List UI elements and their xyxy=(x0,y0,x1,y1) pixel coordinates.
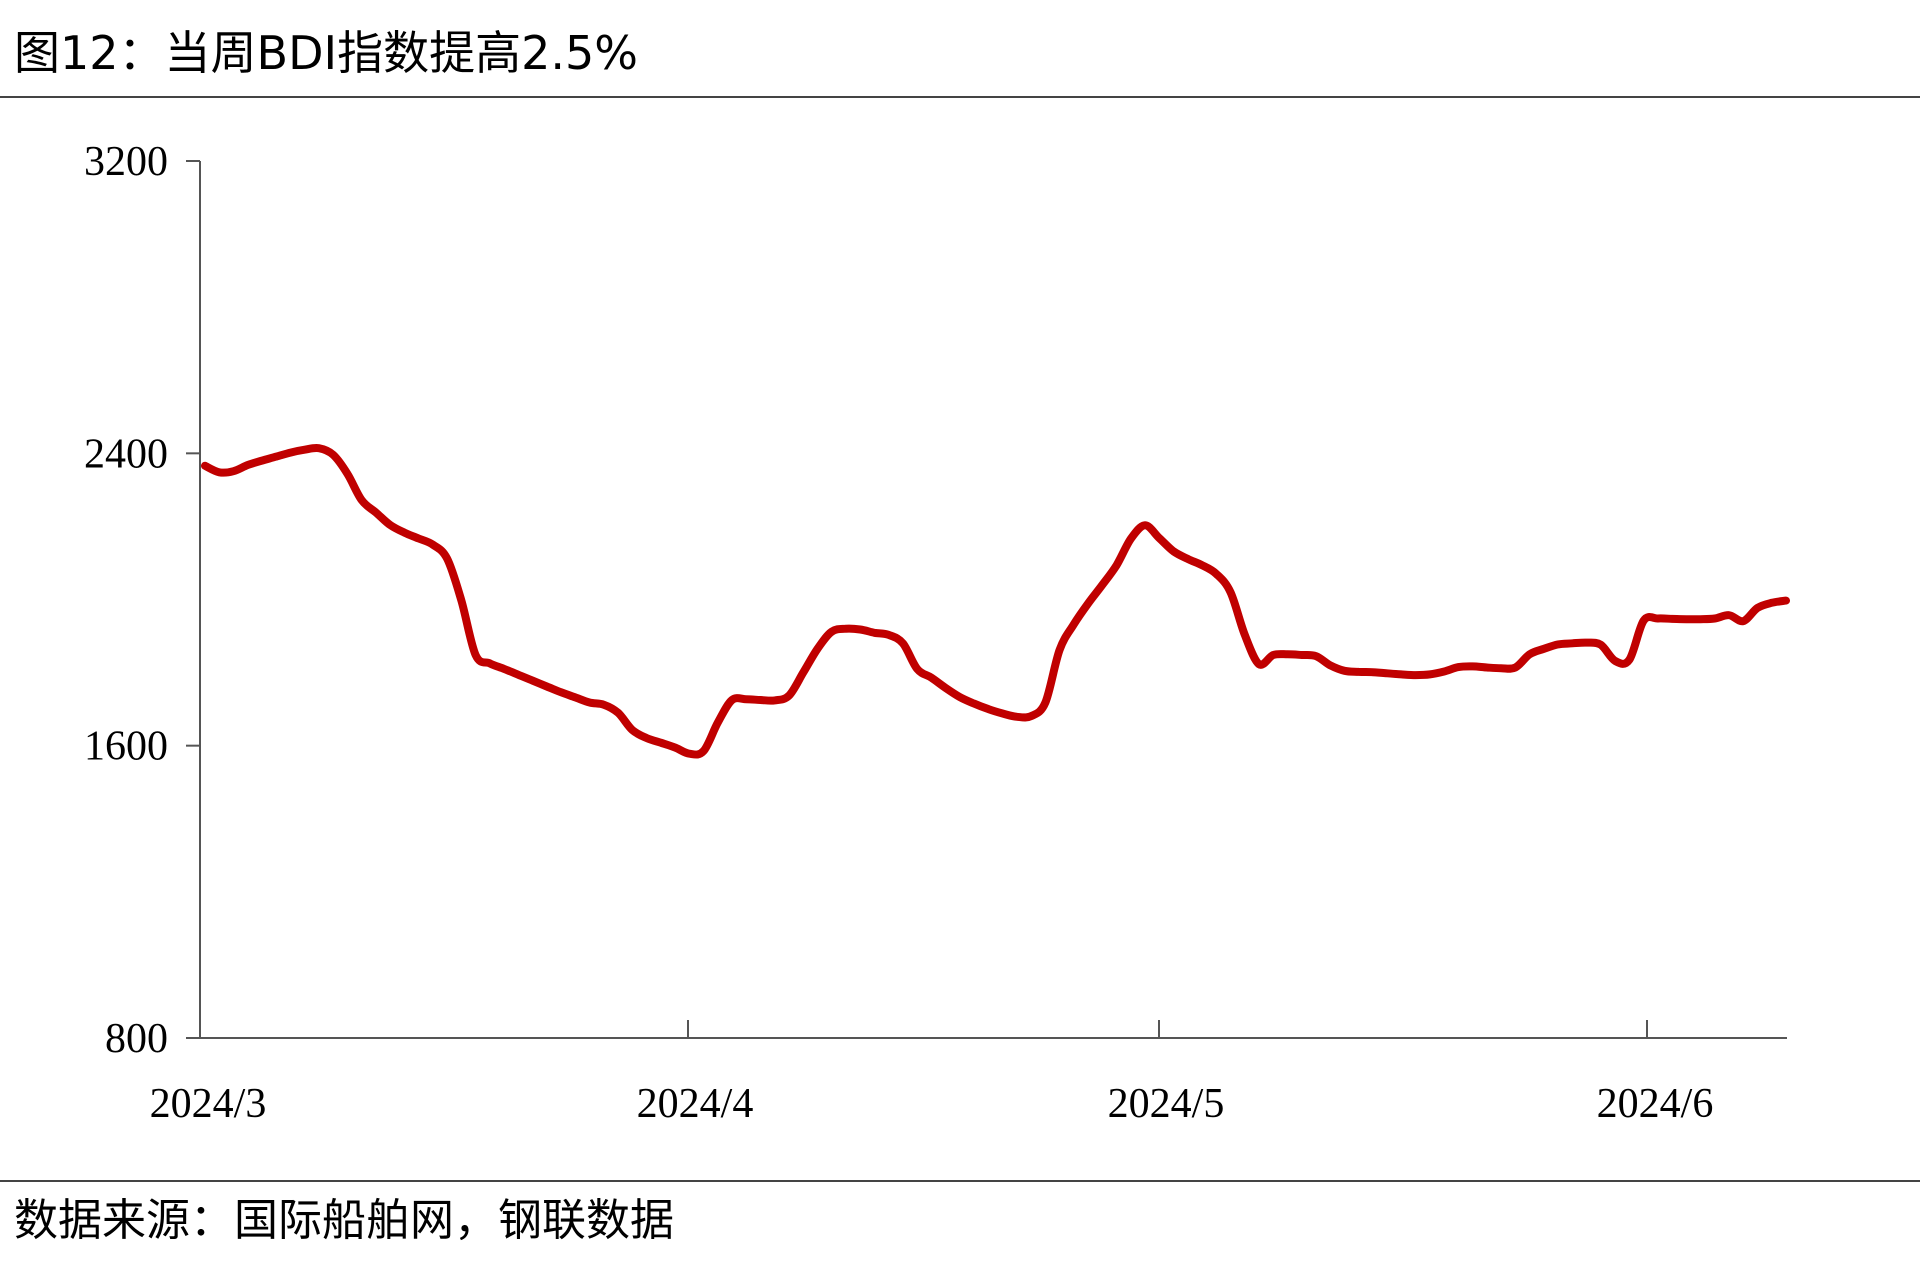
title-divider xyxy=(0,96,1920,98)
y-tick-label: 2400 xyxy=(84,431,168,477)
y-tick-label: 800 xyxy=(105,1016,168,1062)
x-tick-label: 2024/4 xyxy=(637,1081,754,1127)
y-tick-label: 1600 xyxy=(84,724,168,770)
bdi-series-line xyxy=(201,443,1790,759)
y-axis-tick-labels: 800 1600 2400 3200 xyxy=(84,139,168,1062)
x-tick-label: 2024/5 xyxy=(1108,1081,1225,1127)
x-tick-label: 2024/3 xyxy=(150,1081,267,1127)
series-layer xyxy=(201,443,1790,759)
bdi-line-chart: 800 1600 2400 3200 2024/3 2024/4 2024/5 2024/6 xyxy=(84,139,1790,1127)
chart-title: 图12：当周BDI指数提高2.5% xyxy=(14,26,638,80)
x-axis-tick-labels: 2024/3 2024/4 2024/5 2024/6 xyxy=(150,1081,1714,1127)
source-divider xyxy=(0,1180,1920,1182)
y-tick-label: 3200 xyxy=(84,139,168,185)
x-tick-label: 2024/6 xyxy=(1597,1081,1714,1127)
source-note: 数据来源：国际船舶网，钢联数据 xyxy=(14,1195,674,1246)
chart-axes xyxy=(186,160,1787,1039)
